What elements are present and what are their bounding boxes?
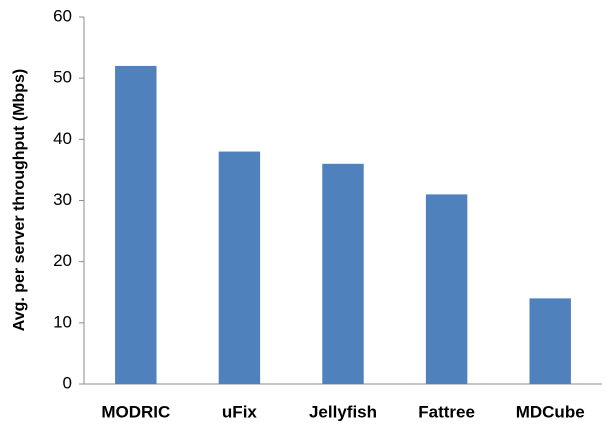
y-tick-label: 20: [53, 251, 72, 270]
x-tick-label: MDCube: [516, 402, 585, 421]
bar: [218, 151, 261, 384]
bar: [115, 65, 157, 384]
x-tick-label: Jellyfish: [309, 402, 377, 421]
bar: [529, 298, 571, 384]
bar: [322, 163, 364, 384]
y-tick-label: 50: [53, 68, 72, 87]
y-axis-label: Avg. per server throughput (Mbps): [11, 69, 28, 332]
x-tick-label: Fattree: [418, 402, 475, 421]
y-tick-label: 10: [53, 312, 72, 331]
bar: [425, 194, 468, 384]
y-tick-label: 30: [53, 190, 72, 209]
x-tick-label: uFix: [222, 402, 257, 421]
y-tick-label: 60: [53, 6, 72, 25]
y-tick-label: 0: [63, 373, 72, 392]
x-tick-label: MODRIC: [101, 402, 170, 421]
y-tick-label: 40: [53, 129, 72, 148]
